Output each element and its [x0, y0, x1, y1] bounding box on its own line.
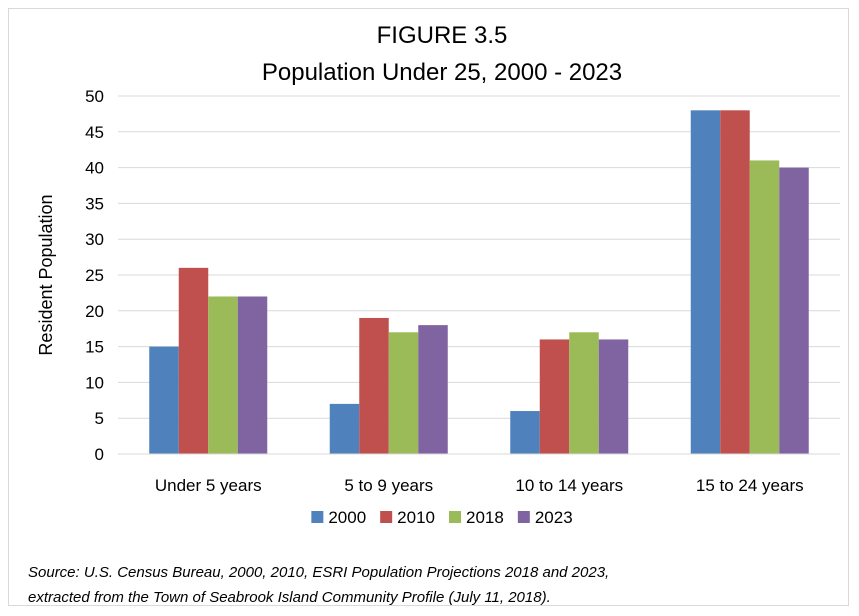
legend-swatch-2000	[311, 511, 324, 523]
legend: 2000 2010 2018 2023	[311, 508, 573, 527]
legend-label-2000: 2000	[328, 508, 366, 527]
y-axis-label: Resident Population	[36, 194, 56, 355]
y-tick-label: 40	[85, 159, 104, 178]
source-line-1: Source: U.S. Census Bureau, 2000, 2010, …	[28, 564, 610, 581]
bar-2010-4	[720, 110, 750, 454]
bar-2018-4	[749, 160, 780, 454]
bar-2023-4	[779, 167, 809, 454]
bars	[149, 110, 809, 454]
y-tick-label: 45	[85, 123, 104, 142]
bar-2000-4	[690, 110, 721, 454]
x-tick-label: 10 to 14 years	[515, 476, 623, 495]
y-tick-label: 5	[95, 409, 104, 428]
bar-2023-2	[418, 325, 448, 454]
y-tick-label: 0	[95, 445, 104, 464]
y-tick-label: 15	[85, 338, 104, 357]
legend-label-2018: 2018	[466, 508, 504, 527]
legend-swatch-2023	[517, 511, 530, 523]
legend-label-2010: 2010	[397, 508, 435, 527]
bar-2000-2	[329, 403, 360, 454]
legend-label-2023: 2023	[535, 508, 573, 527]
bar-2010-2	[359, 317, 389, 454]
bar-2018-1	[208, 296, 238, 454]
y-tick-label: 35	[85, 194, 104, 213]
x-tick-label: 15 to 24 years	[696, 476, 804, 495]
y-tick-label: 10	[85, 373, 104, 392]
chart-title-line1: FIGURE 3.5	[377, 22, 508, 49]
y-tick-label: 50	[85, 87, 104, 106]
bar-2018-2	[388, 332, 419, 454]
axes: 0 5 10 15 20 25 30 35 40 45 50 Under 5 years 5 to 9 …	[85, 87, 840, 495]
y-tick-label: 25	[85, 266, 104, 285]
legend-swatch-2018	[449, 511, 461, 523]
x-tick-label: Under 5 years	[155, 476, 262, 495]
bar-2010-3	[539, 339, 570, 454]
y-tick-label: 20	[85, 302, 104, 321]
bar-2000-3	[510, 411, 540, 454]
bar-2010-1	[178, 267, 209, 454]
source-line-2: extracted from the Town of Seabrook Isla…	[28, 589, 551, 606]
legend-swatch-2010	[380, 511, 393, 523]
bar-2000-1	[149, 346, 179, 454]
y-tick-label: 30	[85, 230, 104, 249]
bar-2023-1	[237, 296, 268, 454]
bar-2018-3	[569, 332, 599, 454]
x-tick-label: 5 to 9 years	[344, 476, 433, 495]
source-note: Source: U.S. Census Bureau, 2000, 2010, …	[28, 560, 838, 610]
bar-2023-3	[598, 339, 629, 454]
chart-title-line2: Population Under 25, 2000 - 2023	[262, 59, 622, 86]
